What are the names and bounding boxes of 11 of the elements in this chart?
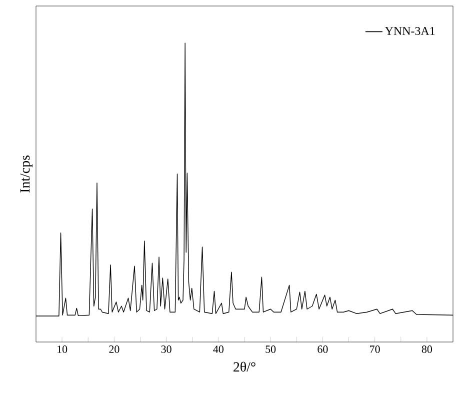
- y-axis-title: Int/cps: [20, 156, 32, 192]
- x-tick-label: 10: [58, 346, 68, 353]
- x-tick-label: 50: [266, 346, 276, 353]
- x-tick-label: 30: [161, 346, 172, 353]
- x-tick-label: 40: [213, 346, 224, 353]
- x-tick-label: 60: [318, 346, 328, 353]
- x-tick-label: 80: [422, 346, 432, 353]
- legend-label: YNN-3A1: [384, 26, 435, 36]
- x-axis-title: 2θ/°: [234, 362, 256, 372]
- x-tick-label: 70: [370, 346, 380, 353]
- x-tick-label: 20: [109, 346, 120, 353]
